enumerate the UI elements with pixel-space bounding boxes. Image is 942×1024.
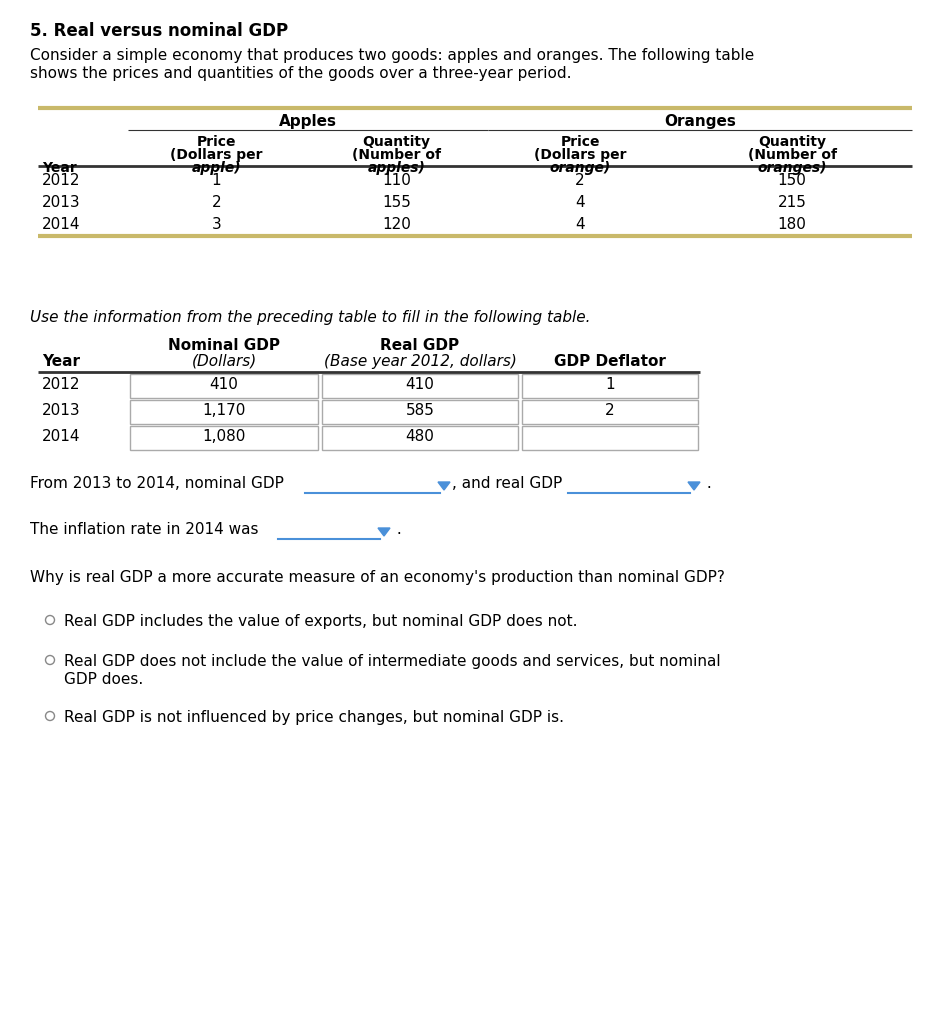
Text: 1,080: 1,080	[203, 429, 246, 444]
Text: 1: 1	[605, 377, 615, 392]
Bar	[322, 400, 518, 424]
Text: 3: 3	[212, 217, 221, 232]
Text: 1,170: 1,170	[203, 403, 246, 418]
Text: oranges): oranges)	[757, 161, 827, 175]
Text: 585: 585	[406, 403, 434, 418]
Text: 2: 2	[605, 403, 615, 418]
Text: Nominal GDP: Nominal GDP	[168, 338, 280, 353]
Bar	[130, 400, 318, 424]
Text: Use the information from the preceding table to fill in the following table.: Use the information from the preceding t…	[30, 310, 591, 325]
Text: Real GDP: Real GDP	[381, 338, 460, 353]
Text: 2014: 2014	[42, 217, 80, 232]
Text: 2013: 2013	[42, 403, 81, 418]
Text: Price: Price	[560, 135, 600, 150]
Bar	[130, 426, 318, 450]
Text: Price: Price	[197, 135, 236, 150]
Text: 410: 410	[209, 377, 238, 392]
Text: apple): apple)	[191, 161, 241, 175]
Text: .: .	[392, 522, 401, 537]
Text: Real GDP is not influenced by price changes, but nominal GDP is.: Real GDP is not influenced by price chan…	[64, 710, 564, 725]
Bar	[130, 374, 318, 398]
Bar	[322, 426, 518, 450]
Text: Real GDP does not include the value of intermediate goods and services, but nomi: Real GDP does not include the value of i…	[64, 654, 721, 669]
Text: (Dollars): (Dollars)	[191, 354, 256, 369]
Text: 480: 480	[406, 429, 434, 444]
Text: Year: Year	[42, 354, 80, 369]
Text: Quantity: Quantity	[758, 135, 826, 150]
Text: (Dollars per: (Dollars per	[534, 148, 626, 162]
Text: 215: 215	[777, 195, 806, 210]
Bar	[522, 400, 698, 424]
Text: shows the prices and quantities of the goods over a three-year period.: shows the prices and quantities of the g…	[30, 66, 572, 81]
Text: Why is real GDP a more accurate measure of an economy's production than nominal : Why is real GDP a more accurate measure …	[30, 570, 725, 585]
Text: 4: 4	[576, 195, 585, 210]
Text: GDP does.: GDP does.	[64, 672, 143, 687]
Text: 4: 4	[576, 217, 585, 232]
Text: (Number of: (Number of	[748, 148, 836, 162]
Text: Year: Year	[42, 161, 76, 175]
Bar	[522, 374, 698, 398]
Text: The inflation rate in 2014 was: The inflation rate in 2014 was	[30, 522, 258, 537]
Text: 2012: 2012	[42, 377, 80, 392]
Text: 5. Real versus nominal GDP: 5. Real versus nominal GDP	[30, 22, 288, 40]
Text: 2: 2	[576, 173, 585, 188]
Text: apples): apples)	[367, 161, 426, 175]
Bar	[522, 426, 698, 450]
Polygon shape	[688, 482, 700, 490]
Text: , and real GDP: , and real GDP	[452, 476, 562, 490]
Text: 180: 180	[777, 217, 806, 232]
Text: (Number of: (Number of	[352, 148, 441, 162]
Text: GDP Deflator: GDP Deflator	[554, 354, 666, 369]
Text: orange): orange)	[549, 161, 610, 175]
Text: From 2013 to 2014, nominal GDP: From 2013 to 2014, nominal GDP	[30, 476, 284, 490]
Text: (Dollars per: (Dollars per	[171, 148, 263, 162]
Text: Consider a simple economy that produces two goods: apples and oranges. The follo: Consider a simple economy that produces …	[30, 48, 755, 63]
Text: 2013: 2013	[42, 195, 81, 210]
Text: 155: 155	[382, 195, 411, 210]
Text: Apples: Apples	[279, 114, 337, 129]
Text: 120: 120	[382, 217, 411, 232]
Text: 1: 1	[212, 173, 221, 188]
Text: (Base year 2012, dollars): (Base year 2012, dollars)	[323, 354, 516, 369]
Bar	[322, 374, 518, 398]
Text: 150: 150	[777, 173, 806, 188]
Text: 2014: 2014	[42, 429, 80, 444]
Text: 110: 110	[382, 173, 411, 188]
Text: 410: 410	[406, 377, 434, 392]
Text: 2012: 2012	[42, 173, 80, 188]
Text: .: .	[702, 476, 712, 490]
Text: Oranges: Oranges	[664, 114, 736, 129]
Text: Real GDP includes the value of exports, but nominal GDP does not.: Real GDP includes the value of exports, …	[64, 614, 577, 629]
Polygon shape	[378, 528, 390, 536]
Text: 2: 2	[212, 195, 221, 210]
Text: Quantity: Quantity	[363, 135, 430, 150]
Polygon shape	[438, 482, 450, 490]
